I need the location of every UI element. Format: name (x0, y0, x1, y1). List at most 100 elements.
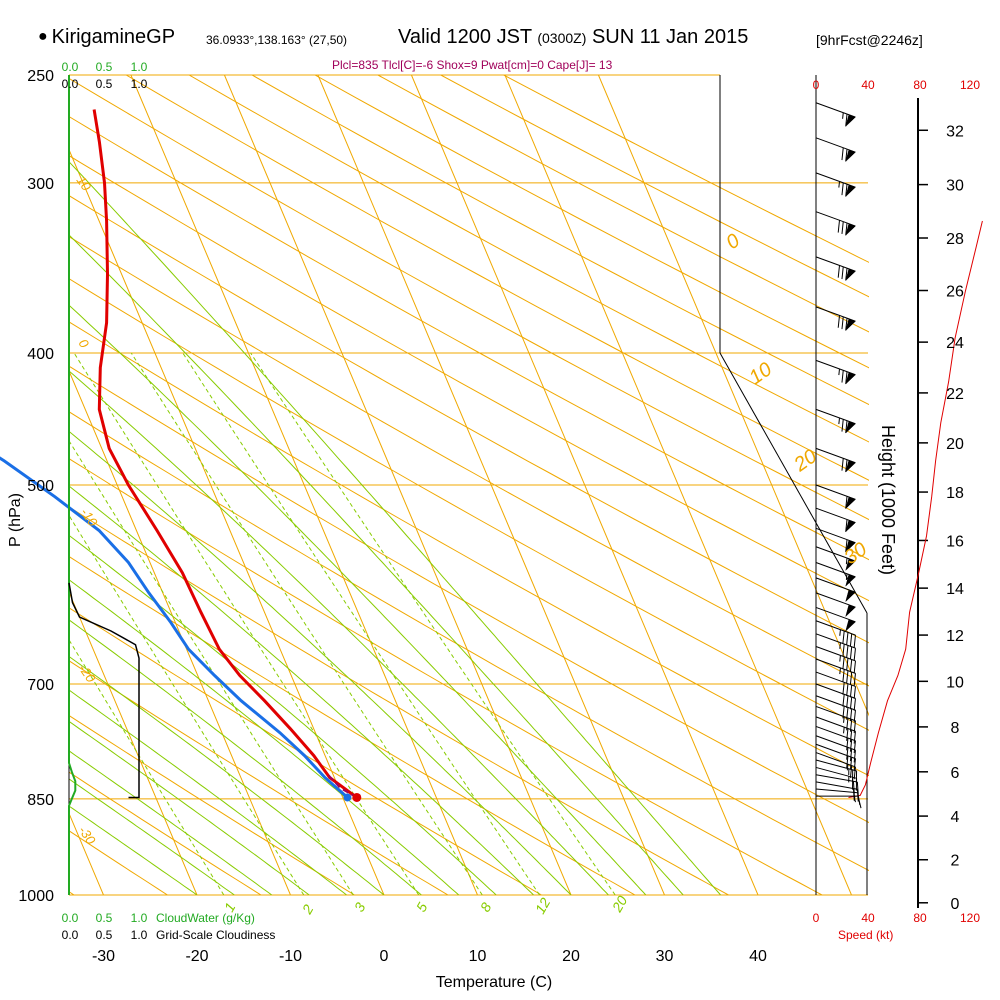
bottom-cloudwater-tick: 0.5 (96, 911, 113, 925)
wind-barb (815, 759, 858, 784)
dry-adiabat-line (314, 75, 869, 369)
wind-barb-half (843, 716, 845, 723)
top-speed-tick: 0 (813, 78, 820, 92)
wind-barb-full (845, 459, 848, 473)
height-tick-label: 14 (946, 581, 964, 598)
dry-adiabat-line (251, 75, 869, 406)
wind-barb (815, 306, 856, 332)
mixing-ratio-line (69, 439, 354, 895)
mixing-ratio-line (69, 514, 305, 895)
wind-barb-staff (815, 781, 858, 790)
wind-barb-full (845, 113, 848, 127)
mixing-ratio-line (182, 352, 541, 895)
wind-barb-full (846, 658, 849, 671)
wind-barb-full (846, 755, 849, 769)
dry-adiabat-line (69, 321, 869, 777)
height-tick-label: 4 (951, 809, 960, 826)
moist-adiabat-line (69, 619, 422, 895)
wind-barb-full (846, 747, 849, 760)
wind-barb-full (846, 717, 849, 731)
wind-barb-full (853, 766, 856, 780)
dry-adiabat-label: -30 (76, 823, 100, 848)
moist-adiabat-line (69, 534, 497, 895)
station-coords: 36.0933°,138.163° (27,50) (206, 33, 348, 47)
wind-barb-flag (845, 539, 856, 553)
wind-barb (815, 683, 856, 711)
wind-barb-full (849, 696, 853, 710)
bottom-speed-tick: 80 (913, 911, 927, 925)
wind-barb-full (856, 789, 859, 802)
top-speed-tick: 40 (861, 78, 875, 92)
wind-barb-full (845, 420, 848, 434)
height-tick-label: 10 (946, 674, 964, 691)
wind-barb-half (842, 112, 844, 119)
wind-barb-full (842, 656, 845, 670)
wind-barb-half (838, 417, 840, 425)
wind-barb (815, 592, 856, 618)
pressure-tick-label: 500 (27, 478, 54, 495)
top-cloudiness-tick: 0.0 (62, 77, 79, 91)
wind-barb-full (849, 765, 853, 778)
cloudiness-label: Grid-Scale Cloudiness (156, 928, 275, 942)
dry-adiabat-line (377, 75, 869, 333)
wind-barb-flag (845, 421, 856, 434)
wind-barb-full (852, 788, 855, 801)
moist-adiabat-line (69, 778, 235, 895)
cloudwater-line (68, 75, 77, 895)
mixing-ratio-line (250, 352, 616, 895)
wind-barb-full (856, 781, 859, 795)
wind-barb-full (841, 266, 844, 280)
wind-barb (815, 725, 856, 754)
wind-barb-full (845, 496, 848, 509)
temperature-tick-label: 20 (562, 948, 580, 965)
wind-barb-full (853, 686, 856, 699)
valid-time: Valid 1200 JST (0300Z) SUN 11 Jan 2015 (398, 26, 748, 49)
plot-diagonal-border (719, 352, 868, 614)
height-tick-label: 32 (946, 123, 964, 140)
top-cloudiness-tick: 0.5 (96, 77, 113, 91)
wind-barb-staff (815, 683, 856, 699)
wind-barb-full (846, 670, 849, 683)
wind-barb-flag (845, 184, 856, 198)
dry-adiabat-line (188, 75, 869, 443)
dry-adiabat-line (69, 236, 869, 687)
height-tick-label: 24 (946, 335, 964, 352)
cloudiness-line (68, 582, 140, 799)
moist-adiabat-line (69, 160, 721, 895)
station-dot-icon: ● (38, 28, 48, 45)
wind-barb-flag (845, 604, 856, 618)
wind-barb-flag (845, 460, 856, 473)
wind-barb-staff (815, 671, 856, 687)
dry-adiabat-line (69, 714, 355, 895)
forecast-label: [9hrFcst@2246z] (816, 32, 923, 48)
wind-barb-full (845, 268, 848, 281)
wind-barb-half (845, 573, 848, 580)
top-cloudwater-tick: 0.5 (96, 60, 113, 74)
isotherm-line (69, 369, 291, 895)
wind-barb-flag (845, 318, 856, 332)
moist-adiabat-line (69, 370, 609, 895)
valid-date: SUN 11 Jan 2015 (591, 26, 749, 48)
wind-barb (815, 546, 856, 572)
speed-label: Speed (kt) (838, 928, 893, 942)
station-title: ● KirigamineGP (38, 26, 175, 49)
wind-barb (815, 507, 856, 533)
wind-barb (815, 646, 856, 674)
wind-barb-full (849, 659, 853, 672)
mixing-ratio-label: 3 (351, 900, 369, 915)
wind-barb (815, 172, 856, 198)
pressure-tick-label: 250 (27, 68, 54, 85)
wind-barb-staff (815, 646, 856, 662)
wind-barb-staff (815, 658, 856, 674)
temperature-tick-label: 10 (469, 948, 487, 965)
sounding-params: Plcl=835 Tlcl[C]=-6 Shox=9 Pwat[cm]=0 Ca… (332, 58, 613, 72)
top-speed-tick: 80 (913, 78, 927, 92)
valid-zulu: (0300Z) (537, 30, 587, 46)
height-tick-label: 6 (951, 765, 960, 782)
wind-barb (815, 695, 856, 723)
wind-barb-staff (815, 766, 857, 779)
speed-line (848, 220, 983, 798)
wind-barb-full (849, 633, 853, 647)
wind-barb-full (845, 318, 848, 331)
wind-barb-full (837, 265, 840, 278)
